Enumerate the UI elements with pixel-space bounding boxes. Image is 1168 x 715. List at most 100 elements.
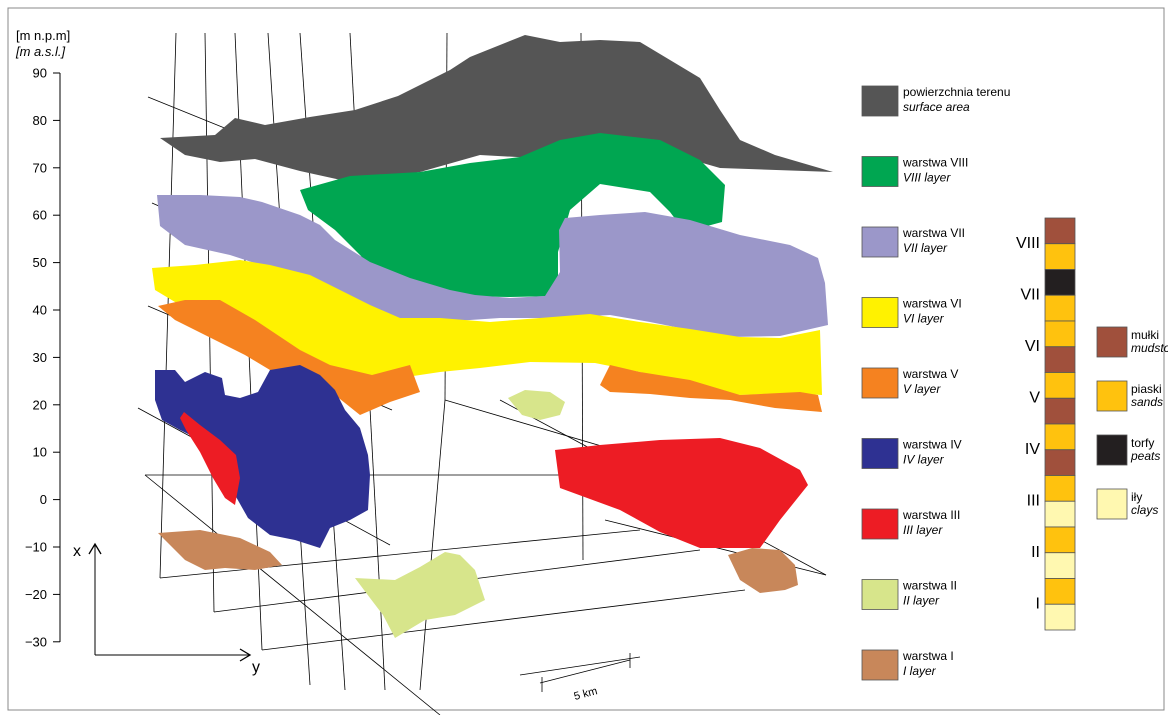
- lithology-label-en: clays: [1131, 503, 1158, 517]
- legend-label-en: II layer: [903, 594, 940, 608]
- axis-unit-pl: [m n.p.m]: [16, 28, 70, 43]
- legend-swatch: [861, 156, 899, 187]
- legend-label-en: V layer: [903, 382, 941, 396]
- lithology-swatch: [1096, 434, 1128, 466]
- column-label: II: [1031, 544, 1040, 561]
- column-cell-sand: [1044, 526, 1076, 554]
- layer-vii-shape: [157, 195, 828, 337]
- legend-label-pl: warstwa V: [902, 367, 958, 381]
- column-label: VII: [1020, 286, 1040, 303]
- x-axis-label: x: [73, 543, 81, 560]
- scale-label: 5 km: [573, 685, 599, 703]
- layer-iv-shape: [155, 365, 370, 548]
- lithology-label-pl: piaski: [1131, 382, 1162, 396]
- lithology-label-pl: torfy: [1131, 436, 1154, 450]
- axis-tick-label: 0: [40, 492, 47, 507]
- axis-tick-label: 80: [33, 113, 47, 128]
- column-cell-sand: [1044, 372, 1076, 399]
- column-cell-sand: [1044, 320, 1076, 348]
- lithology-label-pl: iły: [1131, 490, 1142, 504]
- legend-swatch: [861, 226, 899, 258]
- column-cell-sand: [1044, 423, 1076, 451]
- legend-label-en: VIII layer: [903, 171, 951, 185]
- legend-swatch: [861, 297, 899, 328]
- legend-label-pl: warstwa VIII: [902, 156, 968, 170]
- column-cell-mud: [1044, 397, 1076, 425]
- elevation-axis: 90 80 70 60 50 40 30 20 10 0 −10 −20 −30 [m n.p.m] […: [15, 28, 70, 649]
- layer-ii-shape-center: [355, 552, 485, 638]
- legend-label-en: surface area: [903, 100, 970, 114]
- column-cell-sand: [1044, 475, 1076, 502]
- layer-shapes: [152, 35, 833, 638]
- column-cell-mud: [1044, 217, 1076, 245]
- axis-tick-label: 50: [33, 255, 47, 270]
- legend-label-pl: warstwa VII: [902, 226, 965, 240]
- lithology-label-en: sands: [1131, 395, 1163, 409]
- layer-v-shape-left: [158, 300, 420, 415]
- legend-swatch: [861, 579, 899, 610]
- legend-swatch: [861, 438, 899, 469]
- layer-i-shape-right: [728, 548, 798, 593]
- legend-swatch: [861, 649, 899, 681]
- lithology-label-pl: mułki: [1131, 328, 1159, 342]
- layer-v-shape-right: [600, 365, 822, 412]
- column-label: V: [1029, 389, 1040, 406]
- column-cell-sand: [1044, 243, 1076, 270]
- column-cell-sand: [1044, 578, 1076, 605]
- layer-viii-shape: [300, 133, 725, 297]
- legend-label-pl: warstwa III: [902, 508, 960, 522]
- axis-tick-label: −20: [25, 587, 47, 602]
- column-cell-mud: [1044, 449, 1076, 476]
- axis-tick-label: 30: [33, 350, 47, 365]
- column-cell-clay: [1044, 552, 1076, 579]
- column-cell-clay: [1044, 500, 1076, 528]
- column-label: I: [1036, 595, 1040, 612]
- frame-border: [7, 7, 1165, 711]
- layer-ii-shape-right: [508, 390, 565, 420]
- y-axis-label: y: [252, 659, 260, 676]
- legend-swatch: [861, 508, 899, 540]
- axis-tick-label: 70: [33, 160, 47, 175]
- column-cell-sand: [1044, 294, 1076, 322]
- legend-swatch: [861, 85, 899, 117]
- column-label: III: [1027, 492, 1040, 509]
- axis-tick-label: 40: [33, 303, 47, 318]
- lithology-swatch: [1096, 326, 1128, 358]
- legend-label-en: IV layer: [903, 453, 945, 467]
- axis-tick-label: 20: [33, 397, 47, 412]
- legend-label-en: VI layer: [903, 312, 945, 326]
- legend-label-en: VII layer: [903, 241, 948, 255]
- column-label: IV: [1025, 441, 1040, 458]
- column-cell-clay: [1044, 603, 1076, 631]
- column-label: VI: [1025, 338, 1040, 355]
- lithology-label-en: mudstones: [1131, 341, 1168, 355]
- column-label: VIII: [1016, 235, 1040, 252]
- legend-label-pl: powierzchnia terenu: [903, 85, 1010, 99]
- axis-tick-label: −10: [25, 540, 47, 555]
- legend-swatch: [861, 367, 899, 399]
- lithology-swatch: [1096, 488, 1128, 520]
- legend-label-pl: warstwa I: [902, 649, 954, 663]
- axis-ticks: 90 80 70 60 50 40 30 20 10 0 −10 −20 −30: [25, 66, 60, 649]
- orientation-arrows: x y: [73, 542, 260, 676]
- lithology-label-en: peats: [1130, 449, 1160, 463]
- column-cell-peat: [1044, 269, 1076, 296]
- axis-unit-en: [m a.s.l.]: [15, 44, 66, 59]
- legend-label-pl: warstwa II: [902, 579, 957, 593]
- layer-iii-shape-right: [555, 438, 808, 548]
- axis-tick-label: 60: [33, 208, 47, 223]
- layer-iii-shape-left: [180, 412, 240, 505]
- axis-tick-label: 10: [33, 445, 47, 460]
- legend-label-pl: warstwa IV: [902, 438, 962, 452]
- legend-label-en: I layer: [903, 664, 937, 678]
- axis-tick-label: 90: [33, 66, 47, 81]
- axis-tick-label: −30: [25, 634, 47, 649]
- layer-i-shape-left: [158, 530, 282, 570]
- column-cell-mud: [1044, 346, 1076, 373]
- legend-label-pl: warstwa VI: [902, 297, 962, 311]
